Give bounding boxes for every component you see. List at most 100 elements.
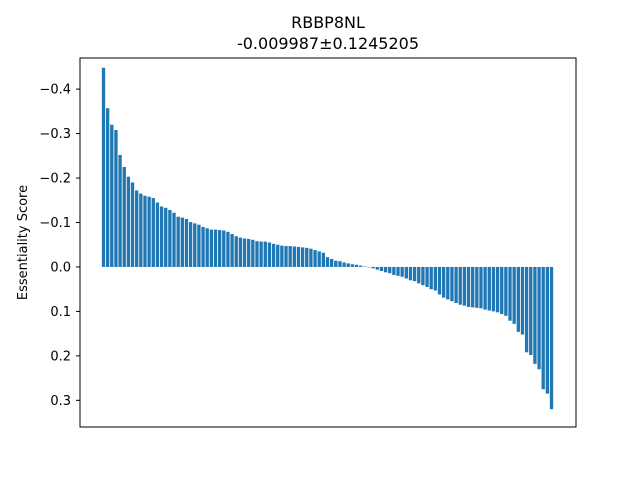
y-tick-label: −0.1 <box>39 216 71 231</box>
bar <box>284 246 288 267</box>
bar <box>441 266 446 298</box>
bar <box>446 266 450 300</box>
bar <box>122 166 126 267</box>
bar <box>491 266 496 312</box>
y-tick-label: −0.2 <box>39 172 71 187</box>
bar <box>512 266 516 324</box>
bar <box>288 246 292 267</box>
bar <box>205 228 209 267</box>
bar <box>533 266 537 364</box>
bar <box>213 229 218 267</box>
bar <box>193 223 197 267</box>
bar <box>184 218 189 267</box>
y-tick-label: 0.1 <box>50 305 71 320</box>
bar <box>259 241 263 267</box>
bar <box>520 266 525 335</box>
bar <box>114 130 118 267</box>
bar <box>421 266 425 286</box>
bar <box>159 206 164 267</box>
bar <box>458 266 462 305</box>
bar <box>151 198 155 267</box>
chart-subtitle: -0.009987±0.1245205 <box>237 34 419 53</box>
bar <box>329 258 334 267</box>
bar <box>180 217 184 267</box>
bar <box>342 262 346 267</box>
bar <box>251 239 255 267</box>
bar <box>508 266 512 321</box>
bar <box>242 238 247 267</box>
bar <box>417 266 421 284</box>
bar <box>188 222 193 267</box>
bar <box>541 266 545 390</box>
bar <box>375 266 379 270</box>
bar <box>487 266 491 311</box>
bar <box>383 266 388 273</box>
bar <box>325 257 330 267</box>
bar <box>147 196 151 267</box>
y-tick-label: 0.2 <box>50 349 71 364</box>
bar <box>267 242 272 267</box>
bar <box>354 264 359 267</box>
bar <box>263 241 267 267</box>
bar <box>280 245 284 267</box>
bar <box>130 182 135 267</box>
bar <box>172 212 176 267</box>
bar <box>139 193 143 267</box>
bar <box>545 266 550 394</box>
bar <box>292 246 296 267</box>
bar <box>105 108 110 267</box>
bar <box>379 266 384 271</box>
bar <box>466 266 471 307</box>
bar <box>437 266 442 295</box>
bar <box>404 266 408 279</box>
bar <box>317 251 321 267</box>
bar <box>537 266 541 370</box>
bar <box>549 266 554 410</box>
bar <box>313 250 317 267</box>
bar <box>350 264 355 267</box>
bar <box>226 231 230 267</box>
bar <box>334 260 338 267</box>
bar <box>400 266 404 277</box>
bar <box>479 266 483 309</box>
y-tick-label: −0.3 <box>39 127 71 142</box>
bar <box>155 202 160 267</box>
bar <box>495 266 500 313</box>
plot-area-frame <box>79 57 577 428</box>
bar <box>338 261 342 267</box>
bar <box>475 266 479 308</box>
bar <box>359 265 363 267</box>
bar <box>412 266 417 282</box>
y-axis-ticks: −0.4 −0.3 −0.2 −0.1 0.0 0.1 0.2 0.3 <box>39 83 80 409</box>
bar <box>524 266 529 353</box>
bar <box>305 247 309 267</box>
bar <box>296 246 301 267</box>
bar <box>392 266 396 275</box>
bar <box>118 154 122 267</box>
y-tick-label: 0.3 <box>50 394 71 409</box>
bar <box>238 237 243 267</box>
chart-title: RBBP8NL <box>291 13 365 32</box>
bar <box>454 266 458 303</box>
bar <box>433 266 438 291</box>
bar <box>371 266 375 269</box>
bar <box>529 266 533 355</box>
bar <box>168 210 172 267</box>
bar <box>247 238 251 267</box>
bar <box>429 266 433 290</box>
bar <box>516 266 520 332</box>
bar <box>396 266 400 276</box>
bar <box>321 252 326 267</box>
y-tick-label: 0.0 <box>50 260 71 275</box>
bar <box>504 266 508 316</box>
bar <box>483 266 487 310</box>
bar <box>408 266 413 281</box>
bar <box>126 176 131 267</box>
y-tick-label: −0.4 <box>39 83 71 98</box>
bar <box>176 216 180 267</box>
bar <box>500 266 504 315</box>
bar <box>201 226 205 267</box>
bar <box>209 229 214 267</box>
bar <box>271 243 276 267</box>
bar <box>309 248 313 267</box>
